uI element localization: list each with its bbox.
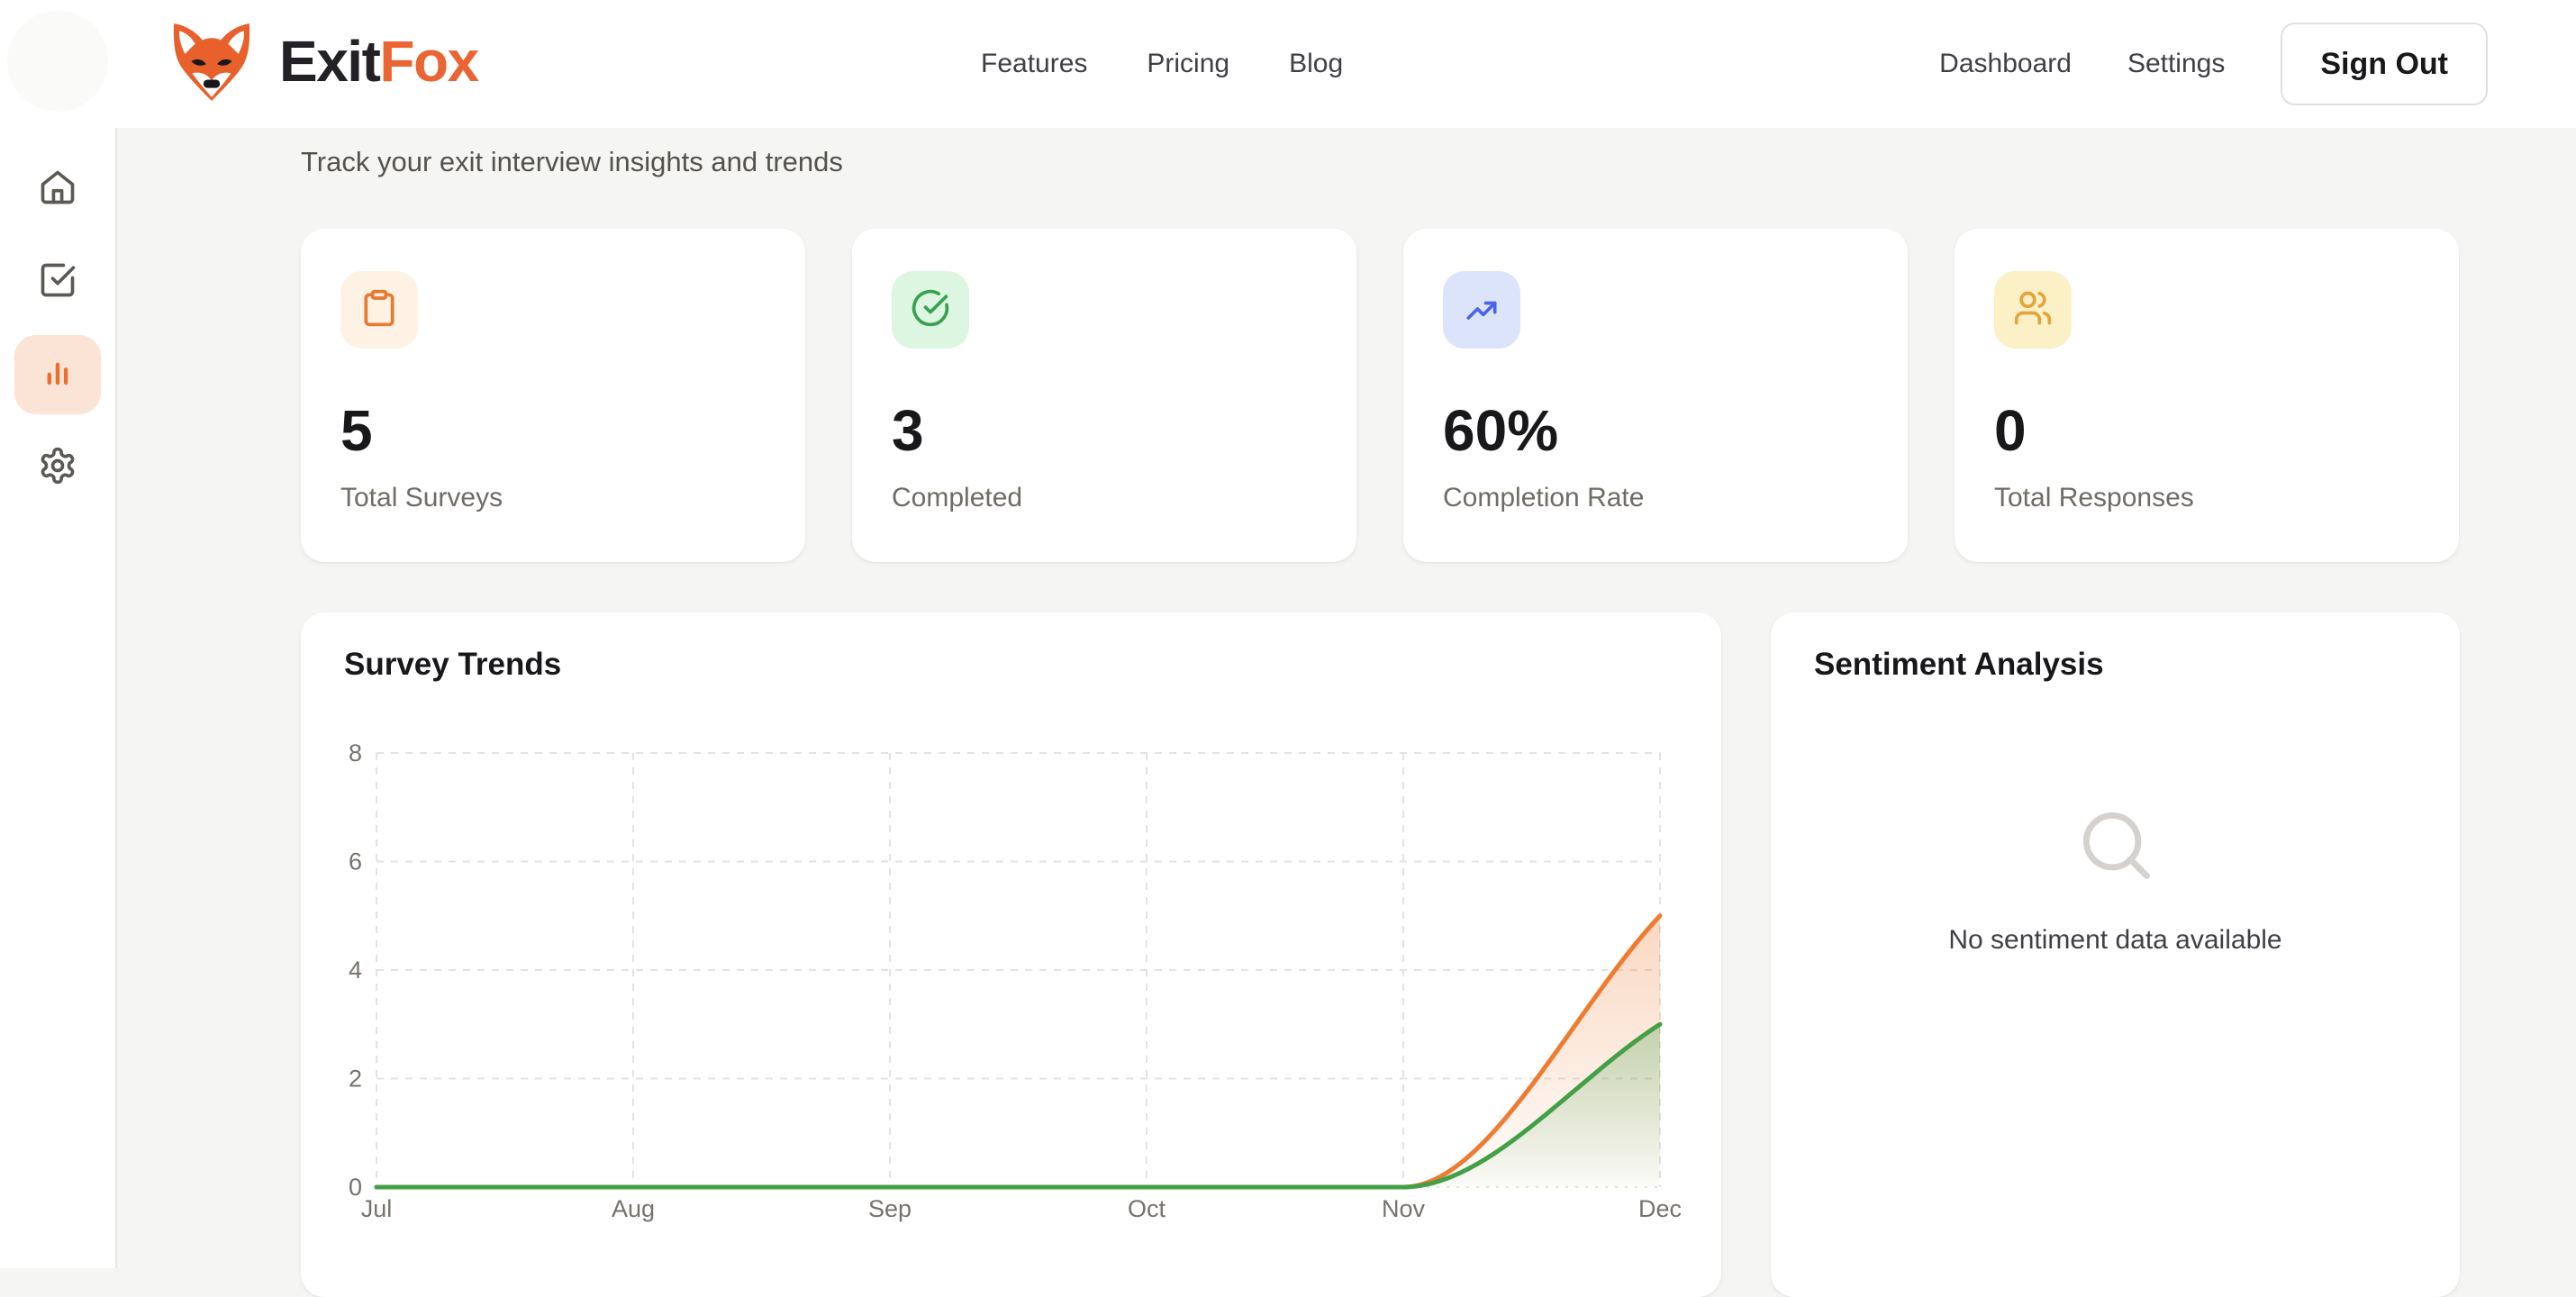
users-icon [2013, 288, 2053, 332]
bottom-row: 0 2 4 6 8 Jul Aug Sep Oct Nov Dec Survey Trends Se… [301, 612, 2576, 1297]
survey-trends-chart: 0 2 4 6 8 Jul Aug Sep Oct Nov Dec [301, 612, 1721, 1297]
svg-text:8: 8 [349, 739, 362, 766]
nav-link-blog[interactable]: Blog [1289, 49, 1343, 79]
trending-up-icon [1462, 288, 1501, 332]
brand-logo[interactable]: ExitFox [159, 20, 478, 103]
sidebar-item-analytics[interactable] [14, 335, 101, 414]
page-subtitle: Track your exit interview insights and t… [301, 146, 2576, 178]
stat-card-completed: 3 Completed [852, 229, 1356, 562]
stat-card-completion-rate: 60% Completion Rate [1403, 229, 1908, 562]
stat-label: Total Surveys [340, 483, 503, 513]
sidebar-item-settings[interactable] [14, 428, 101, 507]
nav-link-features[interactable]: Features [981, 49, 1087, 79]
svg-text:6: 6 [349, 848, 362, 875]
sidebar-item-home[interactable] [14, 150, 101, 229]
stat-value: 0 [1994, 402, 2027, 459]
svg-text:2: 2 [349, 1066, 362, 1093]
svg-text:Jul: Jul [361, 1195, 393, 1222]
svg-text:0: 0 [349, 1174, 362, 1201]
stat-card-total-surveys: 5 Total Surveys [301, 229, 805, 562]
search-icon [2074, 875, 2157, 890]
stat-value: 60% [1443, 402, 1558, 459]
stat-label: Total Responses [1994, 483, 2194, 513]
svg-text:Dec: Dec [1638, 1195, 1682, 1222]
stat-card-total-responses: 0 Total Responses [1955, 229, 2459, 562]
svg-text:Oct: Oct [1128, 1195, 1166, 1222]
stats-row: 5 Total Surveys 3 Completed 60% Completi… [301, 229, 2576, 562]
svg-text:Aug: Aug [612, 1195, 655, 1222]
bar-chart-icon [38, 353, 77, 397]
survey-trends-panel: 0 2 4 6 8 Jul Aug Sep Oct Nov Dec Survey Trends [301, 612, 1721, 1297]
stat-label: Completed [892, 483, 1022, 513]
fox-logo-icon [159, 20, 265, 103]
main-content: Track your exit interview insights and t… [119, 128, 2576, 1268]
stat-value: 3 [892, 402, 924, 459]
sentiment-empty-state: No sentiment data available [1771, 803, 2460, 956]
stat-value: 5 [340, 402, 373, 459]
home-icon [38, 168, 77, 212]
sentiment-empty-text: No sentiment data available [1771, 925, 2460, 956]
ghost-highlight [7, 11, 108, 112]
svg-text:Sep: Sep [868, 1195, 912, 1222]
brand-name: ExitFox [279, 32, 478, 90]
main-nav: Features Pricing Blog [981, 0, 1343, 128]
square-check-icon [38, 260, 77, 304]
nav-link-pricing[interactable]: Pricing [1147, 49, 1229, 79]
nav-link-settings[interactable]: Settings [2127, 49, 2225, 79]
stat-label: Completion Rate [1443, 483, 1644, 513]
clipboard-icon [359, 288, 399, 332]
settings-icon [38, 446, 77, 490]
svg-text:Nov: Nov [1382, 1195, 1426, 1222]
sidebar-item-surveys[interactable] [14, 242, 101, 322]
sentiment-analysis-title: Sentiment Analysis [1814, 647, 2104, 683]
sidebar [0, 128, 117, 1268]
nav-link-dashboard[interactable]: Dashboard [1939, 49, 2072, 79]
header-right: Dashboard Settings Sign Out [1939, 0, 2488, 128]
sign-out-button[interactable]: Sign Out [2281, 23, 2488, 105]
survey-trends-title: Survey Trends [344, 647, 561, 683]
svg-text:4: 4 [349, 957, 362, 984]
circle-check-icon [911, 288, 950, 332]
sentiment-analysis-panel: Sentiment Analysis No sentiment data ava… [1771, 612, 2460, 1297]
app-header: ExitFox Features Pricing Blog Dashboard … [0, 0, 2576, 128]
